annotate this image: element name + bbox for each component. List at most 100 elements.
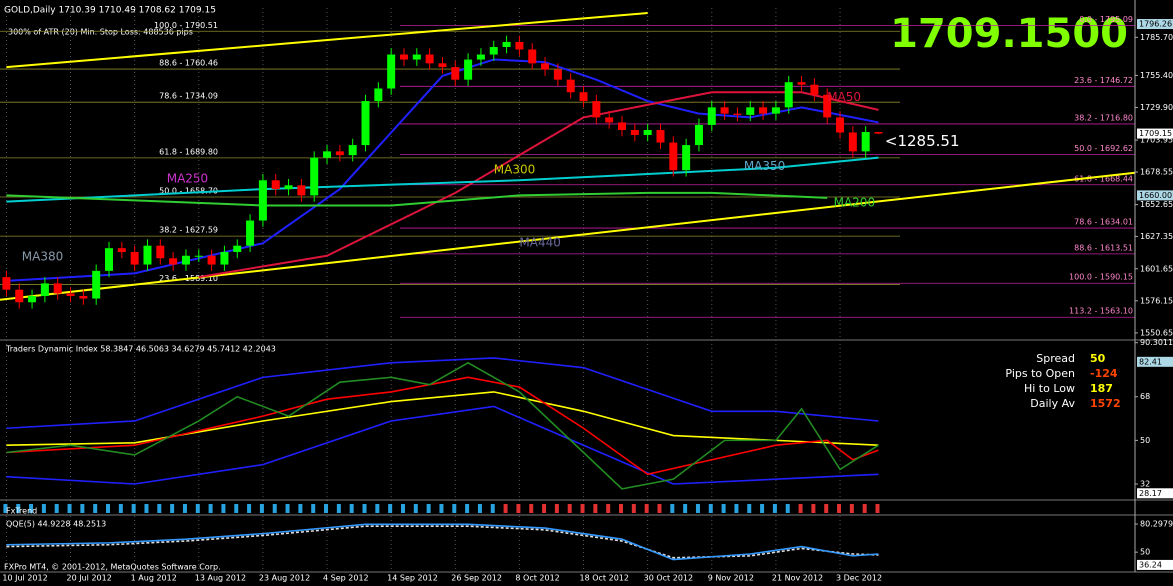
trendline — [0, 171, 1136, 301]
annotation: MA50 — [827, 90, 861, 104]
y-tick-label: 1703.95 — [1140, 136, 1173, 145]
price-marker-label: 1660.00 — [1139, 191, 1172, 200]
candle-body — [797, 82, 806, 85]
trend-bar — [388, 504, 393, 513]
y-tick-label: 1755.40 — [1140, 71, 1173, 80]
indicator-line — [6, 191, 828, 207]
candle-body — [823, 94, 832, 118]
candle-body — [682, 145, 691, 171]
candle-body — [810, 84, 819, 95]
candle-body — [246, 220, 255, 246]
trend-bar — [16, 504, 21, 513]
fib-label: 113.2 - 1563.10 — [1069, 307, 1133, 316]
trend-bar — [439, 504, 444, 513]
candle-body — [28, 295, 37, 303]
candle-body — [297, 185, 306, 196]
y-tick-label: 1652.65 — [1140, 200, 1173, 209]
trend-bar — [157, 504, 162, 513]
fib-label: 78.6 - 1734.09 — [159, 92, 218, 101]
trend-bar — [708, 504, 713, 513]
trend-bar — [695, 504, 700, 513]
candle-body — [836, 117, 845, 133]
candle-body — [656, 129, 665, 143]
candle-body — [861, 132, 870, 152]
panel-title: Traders Dynamic Index 58.3847 46.5063 34… — [5, 345, 276, 354]
x-tick-label: 30 Oct 2012 — [644, 574, 693, 583]
chart-title: GOLD,Daily 1710.39 1710.49 1708.62 1709.… — [4, 6, 216, 16]
price-marker — [1137, 190, 1173, 201]
trend-bar — [529, 504, 534, 513]
candle-body — [2, 277, 11, 290]
trend-bar — [580, 504, 585, 513]
x-tick-label: 13 Aug 2012 — [195, 574, 246, 583]
trend-bar — [798, 504, 803, 513]
candle-body — [720, 107, 729, 114]
trend-bar — [567, 504, 572, 513]
trend-bar — [426, 504, 431, 513]
trend-bar — [298, 504, 303, 513]
indicator-line — [6, 361, 879, 490]
candle-body — [66, 293, 75, 296]
y-tick-label: 50 — [1140, 548, 1150, 557]
candle-body — [92, 270, 101, 299]
candle-body — [746, 107, 755, 115]
trend-bar — [413, 504, 418, 513]
trend-bar — [106, 504, 111, 513]
trend-bar — [54, 504, 59, 513]
candle-body — [412, 54, 421, 60]
trend-bar — [234, 504, 239, 513]
trend-bar — [311, 504, 316, 513]
trend-bar — [452, 504, 457, 513]
annotation: MA300 — [494, 163, 535, 177]
trend-bar — [490, 504, 495, 513]
candle-body — [207, 255, 216, 265]
candle-body — [425, 54, 434, 64]
candle-body — [335, 151, 344, 156]
info-label: Daily Av — [1030, 397, 1075, 410]
indicator-line — [198, 91, 879, 279]
trend-bar — [670, 504, 675, 513]
candle-body — [143, 245, 152, 265]
fib-label: 50.0 - 1658.70 — [159, 187, 218, 196]
price-marker — [1137, 488, 1173, 499]
candle-body — [220, 251, 229, 265]
x-tick-label: 8 Oct 2012 — [515, 574, 559, 583]
annotation: MA440 — [519, 236, 560, 250]
indicator-line — [6, 523, 879, 561]
candle-body — [233, 245, 242, 252]
candle-body — [476, 54, 485, 60]
fib-label: 61.8 - 1689.80 — [159, 147, 218, 156]
candle-body — [323, 151, 332, 158]
x-tick-label: 20 Jul 2012 — [67, 574, 112, 583]
trend-bar — [683, 504, 688, 513]
y-tick-label: 80.2979 — [1140, 520, 1173, 529]
price-marker — [1137, 128, 1173, 139]
fib-label: 50.0 - 1692.62 — [1074, 144, 1133, 153]
annotation: MA350 — [744, 159, 785, 173]
trend-bar — [849, 504, 854, 513]
candle-body — [618, 122, 627, 130]
trend-bar — [811, 504, 816, 513]
info-label: Pips to Open — [1005, 367, 1075, 380]
trend-bar — [195, 504, 200, 513]
candle-body — [451, 67, 460, 80]
x-tick-label: 1 Aug 2012 — [131, 574, 177, 583]
trend-bar — [170, 504, 175, 513]
annotation: MA380 — [22, 250, 63, 264]
trend-bar — [631, 504, 636, 513]
trend-bar — [259, 504, 264, 513]
copyright: FXPro MT4, © 2001-2012, MetaQuotes Softw… — [4, 563, 221, 572]
price-marker-label: 28.17 — [1139, 489, 1162, 498]
y-tick-label: 1729.90 — [1140, 103, 1173, 112]
trend-bar — [862, 504, 867, 513]
y-tick-label: 32 — [1140, 480, 1150, 489]
info-value: 1572 — [1090, 397, 1121, 410]
candle-body — [694, 124, 703, 146]
trend-bar — [657, 504, 662, 513]
y-tick-label: 1576.15 — [1140, 296, 1173, 305]
x-tick-label: 14 Sep 2012 — [387, 574, 438, 583]
trend-bar — [336, 504, 341, 513]
trend-bar — [247, 504, 252, 513]
